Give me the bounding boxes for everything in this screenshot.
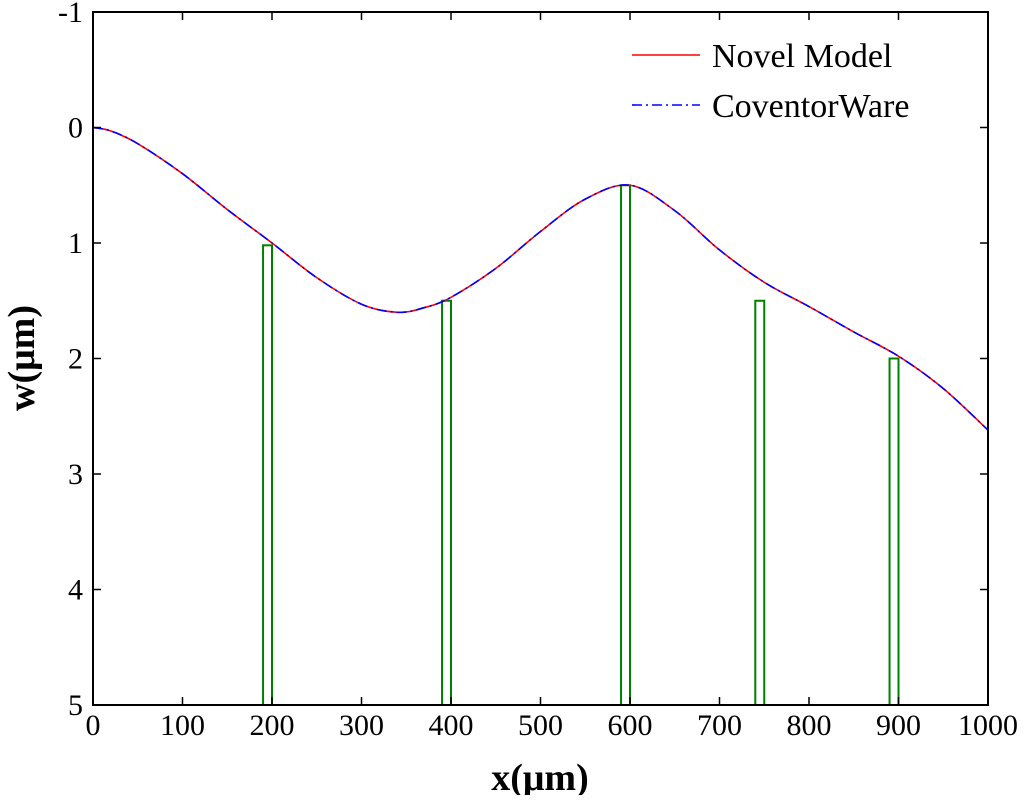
x-tick-label: 100	[160, 709, 205, 742]
y-tick-label: -1	[58, 0, 83, 29]
x-tick-label: 800	[787, 709, 832, 742]
y-tick-label: 2	[68, 343, 83, 376]
x-tick-label: 400	[429, 709, 474, 742]
y-tick-label: 0	[68, 112, 83, 145]
series-layer	[92, 126, 989, 431]
y-tick-label: 1	[68, 227, 83, 260]
legend: Novel Model CoventorWare	[632, 38, 909, 125]
x-tick-label: 200	[250, 709, 295, 742]
x-tick-label: 500	[518, 709, 563, 742]
x-tick-label: 1000	[958, 709, 1018, 742]
x-tick-label: 900	[876, 709, 921, 742]
x-tick-label: 600	[608, 709, 653, 742]
y-tick-label: 5	[68, 689, 83, 722]
plot-background	[93, 12, 988, 705]
x-tick-label: 300	[339, 709, 384, 742]
legend-label-2: CoventorWare	[712, 88, 909, 125]
series-line-2	[92, 126, 989, 431]
x-tick-label: 0	[86, 709, 101, 742]
x-tick-label: 700	[697, 709, 742, 742]
y-tick-label: 3	[68, 458, 83, 491]
ticks-layer: 0 100 200 300 400 500 600 700 800 900 1000 -1 0 1 2 3 4 5	[58, 0, 1018, 742]
y-tick-label: 4	[68, 574, 83, 607]
x-axis-title: x(μm)	[491, 757, 589, 795]
y-axis-title: w(μm)	[1, 305, 43, 411]
legend-label-1: Novel Model	[712, 38, 892, 75]
